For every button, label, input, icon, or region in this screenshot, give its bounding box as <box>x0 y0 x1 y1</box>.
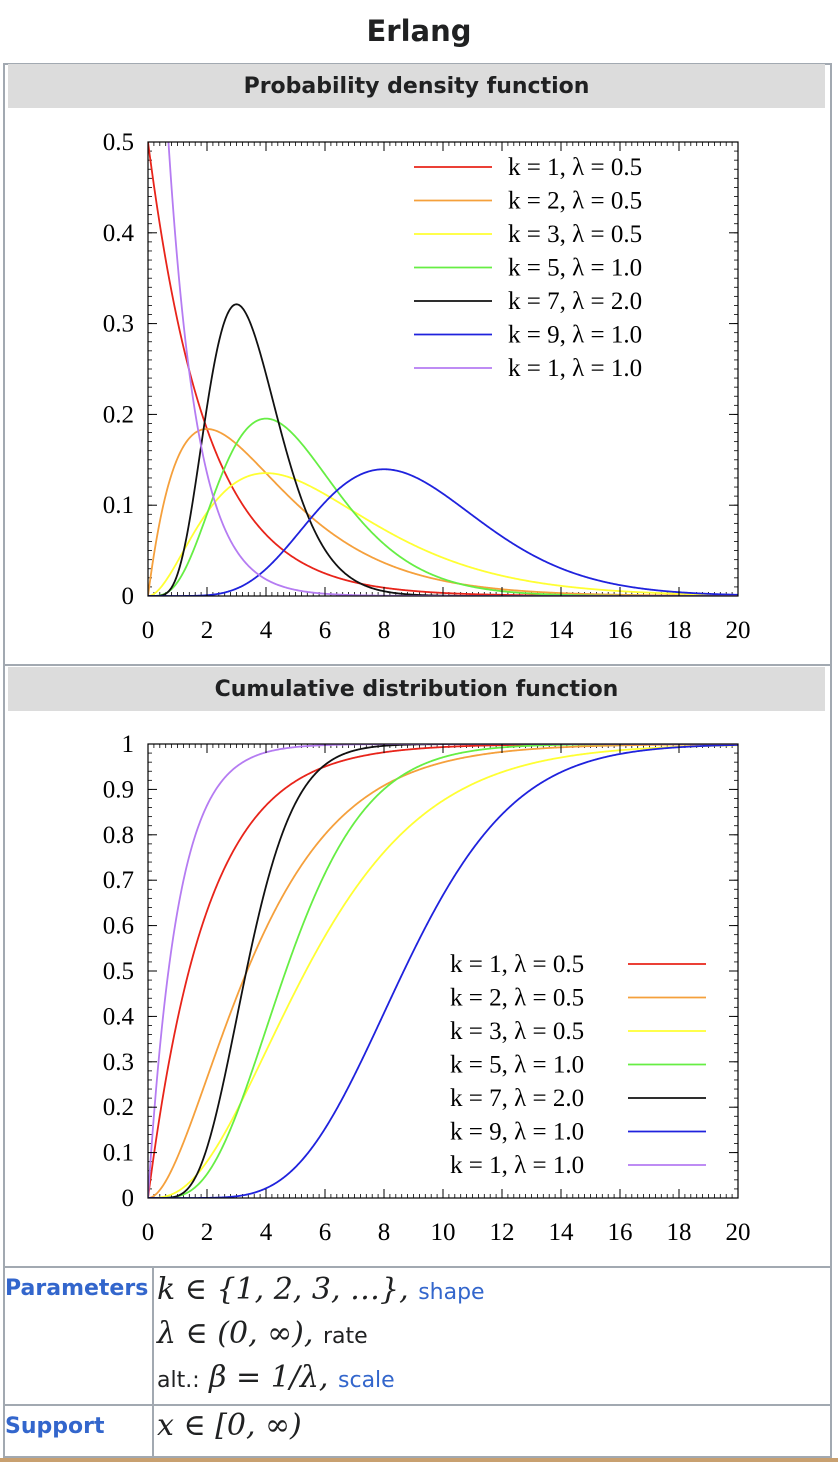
x-tick-label: 2 <box>201 617 214 644</box>
y-tick-label: 0.5 <box>103 129 134 156</box>
parameters-shape-line: k ∈ {1, 2, 3, …}, shape <box>157 1272 485 1307</box>
legend-label: k = 1, λ = 0.5 <box>450 951 584 978</box>
series-line-1 <box>148 744 738 1198</box>
y-tick-label: 0.4 <box>103 1003 135 1030</box>
y-tick-label: 0.9 <box>103 776 134 803</box>
y-tick-label: 0 <box>122 583 135 610</box>
x-tick-label: 10 <box>431 1219 456 1246</box>
x-minor-ticks <box>147 743 739 1199</box>
y-tick-label: 0.8 <box>103 822 134 849</box>
pdf-chart: 0 2 4 6 8 10 12 14 16 18 20 0 0.1 0.2 0.3 0.4 0.5 k = 1, … <box>103 129 751 644</box>
rate-math: λ ∈ (0, ∞), <box>157 1316 314 1351</box>
scale-link[interactable]: scale <box>338 1368 395 1393</box>
x-minor-ticks <box>147 141 739 597</box>
x-tick-label: 10 <box>431 617 456 644</box>
parameters-rate-line: λ ∈ (0, ∞), rate <box>157 1316 368 1351</box>
y-tick-label: 1 <box>122 731 135 758</box>
y-tick-label: 0.5 <box>103 958 134 985</box>
x-tick-label: 0 <box>142 617 155 644</box>
shape-math: k ∈ {1, 2, 3, …}, <box>157 1272 409 1307</box>
y-tick-label: 0.3 <box>103 311 134 338</box>
series-line-2 <box>148 744 738 1198</box>
legend-label: k = 2, λ = 0.5 <box>508 188 642 215</box>
plot-frame <box>147 141 739 597</box>
x-tick-label: 6 <box>319 617 332 644</box>
series-line-5 <box>148 744 738 1198</box>
y-tick-label: 0.2 <box>103 1094 134 1121</box>
legend-label: k = 7, λ = 2.0 <box>450 1085 584 1112</box>
y-tick-label: 0.7 <box>103 867 134 894</box>
x-tick-label: 8 <box>378 617 391 644</box>
row-divider <box>3 1404 832 1406</box>
parameters-label[interactable]: Parameters <box>5 1276 149 1301</box>
x-tick-label: 2 <box>201 1219 214 1246</box>
legend: k = 1, λ = 0.5 k = 2, λ = 0.5 k = 3, λ = 0… <box>450 951 706 1179</box>
rate-note: rate <box>322 1324 368 1349</box>
series-line-6 <box>148 744 738 1198</box>
x-tick-label: 20 <box>726 1219 751 1246</box>
series-line-3 <box>148 472 738 596</box>
x-tick-label: 14 <box>549 1219 575 1246</box>
y-tick-label: 0 <box>122 1185 135 1212</box>
series-line-7 <box>148 744 738 1198</box>
infobox-title: Erlang <box>366 14 472 48</box>
pdf-heading: Probability density function <box>8 64 825 108</box>
legend-label: k = 9, λ = 1.0 <box>508 322 642 349</box>
x-tick-label: 8 <box>378 1219 391 1246</box>
section-divider <box>3 664 832 666</box>
x-tick-label: 12 <box>490 1219 515 1246</box>
x-tick-label: 16 <box>608 617 633 644</box>
legend-label: k = 5, λ = 1.0 <box>508 255 642 282</box>
x-tick-label: 20 <box>726 617 751 644</box>
x-tick-label: 12 <box>490 617 515 644</box>
legend-label: k = 3, λ = 0.5 <box>450 1018 584 1045</box>
legend-label: k = 3, λ = 0.5 <box>508 221 642 248</box>
legend-label: k = 1, λ = 1.0 <box>508 355 642 382</box>
series-lines <box>148 142 738 596</box>
plot-frame <box>147 743 739 1199</box>
series-line-3 <box>148 744 738 1198</box>
legend-label: k = 9, λ = 1.0 <box>450 1119 584 1146</box>
y-tick-label: 0.6 <box>103 913 134 940</box>
support-label[interactable]: Support <box>5 1414 105 1439</box>
legend-label: k = 1, λ = 0.5 <box>508 154 642 181</box>
scale-math: β = 1/λ, <box>209 1360 329 1395</box>
x-tick-label: 6 <box>319 1219 332 1246</box>
x-tick-label: 4 <box>260 617 273 644</box>
legend-label: k = 1, λ = 1.0 <box>450 1152 584 1179</box>
series-line-4 <box>148 744 738 1198</box>
series-line-2 <box>148 428 738 596</box>
x-tick-label: 18 <box>667 1219 692 1246</box>
row-separator <box>152 1268 154 1458</box>
legend-label: k = 2, λ = 0.5 <box>450 985 584 1012</box>
legend-label: k = 7, λ = 2.0 <box>508 288 642 315</box>
x-tick-label: 16 <box>608 1219 633 1246</box>
x-tick-label: 4 <box>260 1219 273 1246</box>
series-line-4 <box>148 417 738 596</box>
y-tick-label: 0.3 <box>103 1049 134 1076</box>
legend: k = 1, λ = 0.5 k = 2, λ = 0.5 k = 3, λ = 0… <box>414 154 642 382</box>
x-tick-label: 0 <box>142 1219 155 1246</box>
alt-prefix: alt.: <box>157 1368 200 1393</box>
cdf-heading: Cumulative distribution function <box>8 667 825 711</box>
cdf-chart: 0 2 4 6 8 10 12 14 16 18 20 0 0.1 0.2 0.3 0.4 0.5 0.6 0.7 0… <box>103 731 751 1246</box>
x-tick-label: 14 <box>549 617 575 644</box>
series-line-7 <box>167 142 738 596</box>
x-tick-label: 18 <box>667 617 692 644</box>
legend-label: k = 5, λ = 1.0 <box>450 1052 584 1079</box>
y-tick-label: 0.1 <box>103 492 134 519</box>
section-divider <box>3 1266 832 1268</box>
y-tick-label: 0.2 <box>103 401 134 428</box>
parameters-scale-line: alt.: β = 1/λ, scale <box>157 1360 395 1395</box>
series-lines <box>148 744 738 1198</box>
series-line-1 <box>148 142 738 596</box>
support-math: x ∈ [0, ∞) <box>157 1408 302 1443</box>
y-tick-label: 0.4 <box>103 220 135 247</box>
page-bottom-border <box>0 1458 838 1462</box>
y-tick-label: 0.1 <box>103 1140 134 1167</box>
series-line-6 <box>148 468 738 596</box>
shape-link[interactable]: shape <box>418 1280 485 1305</box>
